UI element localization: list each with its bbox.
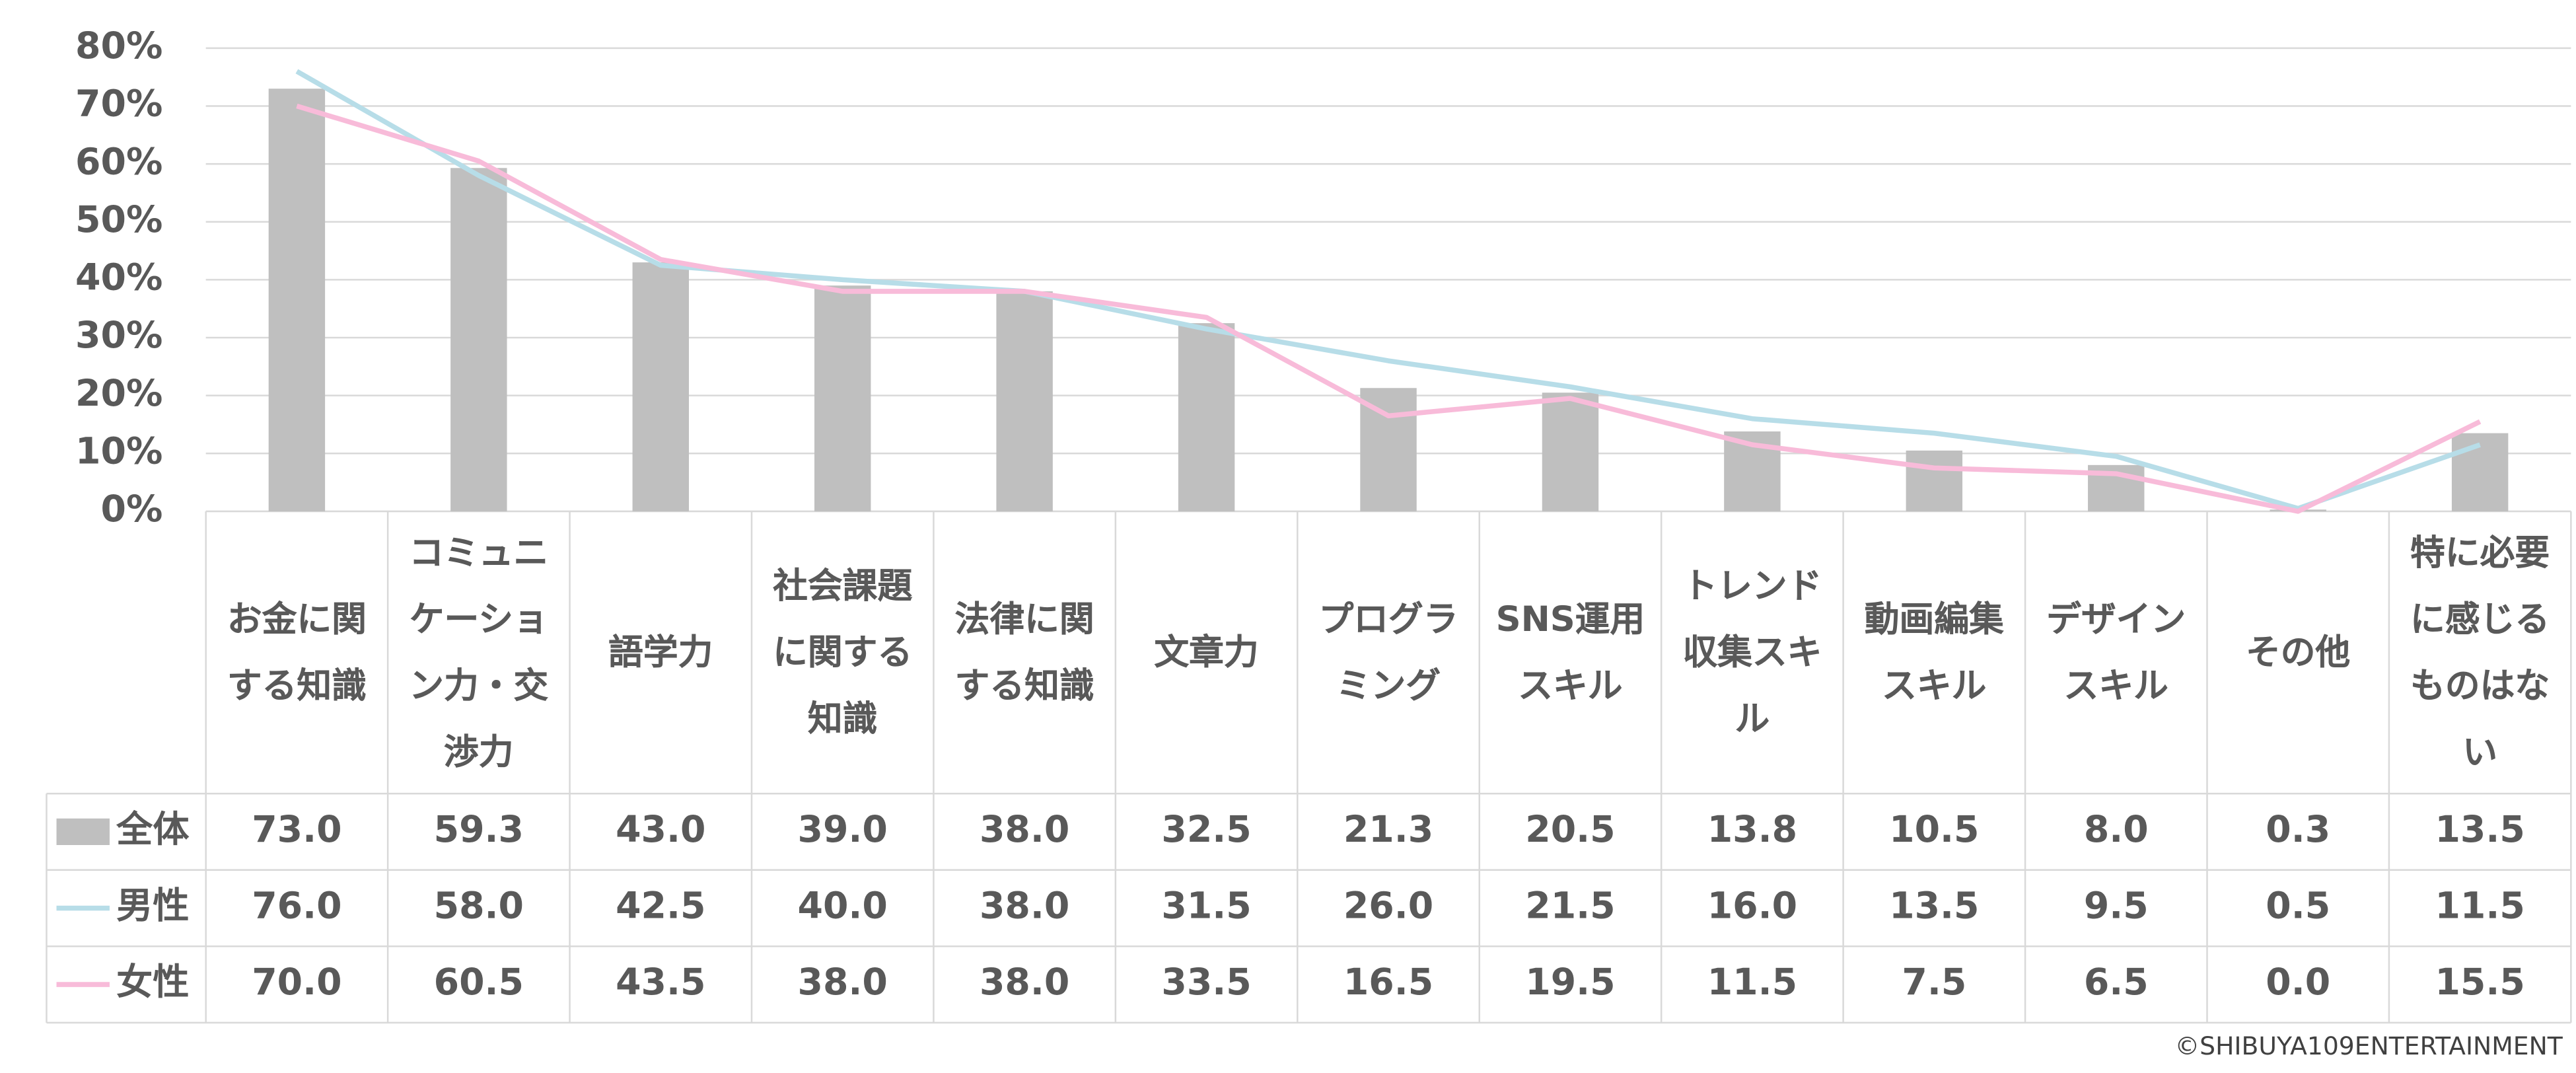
bar [1542, 392, 1599, 511]
table-value: 38.0 [980, 885, 1069, 928]
table-value: 21.3 [1343, 809, 1433, 851]
y-tick-label: 80% [75, 25, 162, 67]
table-value: 76.0 [252, 885, 341, 928]
line [295, 69, 2481, 511]
table-value: 38.0 [798, 961, 888, 1004]
table-value: 31.5 [1161, 885, 1251, 928]
y-tick-label: 10% [75, 430, 162, 472]
y-tick-label: 20% [75, 373, 162, 415]
table-value: 15.5 [2435, 961, 2524, 1004]
table-value: 13.5 [1889, 885, 1979, 928]
category-cell: お金に関する知識 [227, 599, 367, 706]
source: ©SHIBUYA109ENTERTAINMENT [2174, 1031, 2563, 1060]
bar [632, 262, 689, 511]
table-value: 38.0 [980, 809, 1069, 851]
table-value: 7.5 [1902, 961, 1966, 1004]
x-tick-label: デザインスキル [2046, 599, 2186, 706]
y-tick-label: 40% [75, 257, 162, 299]
y-tick-label: 0% [101, 488, 163, 531]
bar [1360, 388, 1417, 511]
table-value: 11.5 [1707, 961, 1797, 1004]
table-value: 39.0 [798, 809, 888, 851]
table-value: 16.0 [1707, 885, 1797, 928]
legend-swatch [56, 818, 110, 845]
legend-label: 全体 [116, 809, 190, 851]
category-cell: 語学力 [608, 632, 713, 673]
table-value: 26.0 [1343, 885, 1433, 928]
table-value: 43.0 [616, 809, 705, 851]
bar [268, 89, 326, 511]
table-value: 13.8 [1707, 809, 1797, 851]
table-value: 40.0 [798, 885, 888, 928]
table-value: 73.0 [252, 809, 341, 851]
y-tick-label: 50% [75, 199, 162, 241]
table-value: 0.5 [2266, 885, 2330, 928]
table-value: 6.5 [2084, 961, 2149, 1004]
y-tick-label: 70% [75, 83, 162, 126]
line [296, 103, 2482, 514]
y-tick-label: 60% [75, 141, 162, 183]
table-value: 32.5 [1161, 809, 1251, 851]
x-tick-label: コミュニケーション力・交渉力 [409, 533, 549, 772]
category-cell: 特に必要に感じるものはない [2410, 533, 2550, 772]
table-value: 60.5 [434, 961, 524, 1004]
table-value: 13.5 [2435, 809, 2524, 851]
legend-label: 女性 [116, 961, 190, 1004]
category-cell: 文章力 [1154, 632, 1259, 673]
x-tick-label: お金に関する知識 [227, 599, 367, 706]
bar [814, 285, 871, 511]
x-tick-label: SNS運用スキル [1495, 599, 1645, 706]
category-cell: その他 [2246, 632, 2351, 673]
table-value: 11.5 [2435, 885, 2524, 928]
table-value: 21.5 [1525, 885, 1615, 928]
category-cell: 法律に関する知識 [954, 599, 1094, 706]
table-value: 42.5 [616, 885, 705, 928]
table-value: 58.0 [434, 885, 524, 928]
table-value: 59.3 [434, 809, 524, 851]
category-cell: 社会課題に関する知識 [773, 566, 913, 739]
category-cell: トレンド収集スキル [1682, 566, 1822, 739]
bar [1178, 323, 1235, 511]
x-tick-label: 特に必要に感じるものはない [2410, 533, 2550, 772]
table-value: 70.0 [252, 961, 341, 1004]
table-value: 10.5 [1889, 809, 1979, 851]
table-value: 16.5 [1343, 961, 1433, 1004]
x-tick-label: その他 [2246, 632, 2351, 673]
y-tick-label: 30% [75, 314, 162, 357]
category-cell: SNS運用スキル [1495, 599, 1645, 706]
table-value: 38.0 [980, 961, 1069, 1004]
bar [996, 291, 1053, 511]
table-value: 0.3 [2266, 809, 2330, 851]
x-tick-label: 法律に関する知識 [954, 599, 1094, 706]
x-tick-label: トレンド収集スキル [1682, 566, 1822, 739]
table-value: 20.5 [1525, 809, 1615, 851]
table-value: 8.0 [2084, 809, 2149, 851]
x-tick-label: プログラミング [1318, 599, 1458, 706]
table-value: 43.5 [616, 961, 705, 1004]
bar [1906, 450, 1963, 511]
table-value: 19.5 [1525, 961, 1615, 1004]
category-cell: プログラミング [1318, 599, 1458, 706]
legend-label: 男性 [116, 885, 190, 928]
table-value: 0.0 [2266, 961, 2330, 1004]
table-value: 33.5 [1161, 961, 1251, 1004]
bar [450, 168, 507, 511]
category-cell: 動画編集スキル [1864, 599, 2004, 706]
x-tick-label: 文章力 [1154, 632, 1259, 673]
x-tick-label: 社会課題に関する知識 [773, 566, 913, 739]
category-cell: デザインスキル [2046, 599, 2186, 706]
x-tick-label: 動画編集スキル [1864, 599, 2004, 706]
category-cell: コミュニケーション力・交渉力 [409, 533, 549, 772]
table-value: 9.5 [2084, 885, 2149, 928]
x-tick-label: 語学力 [608, 632, 713, 673]
